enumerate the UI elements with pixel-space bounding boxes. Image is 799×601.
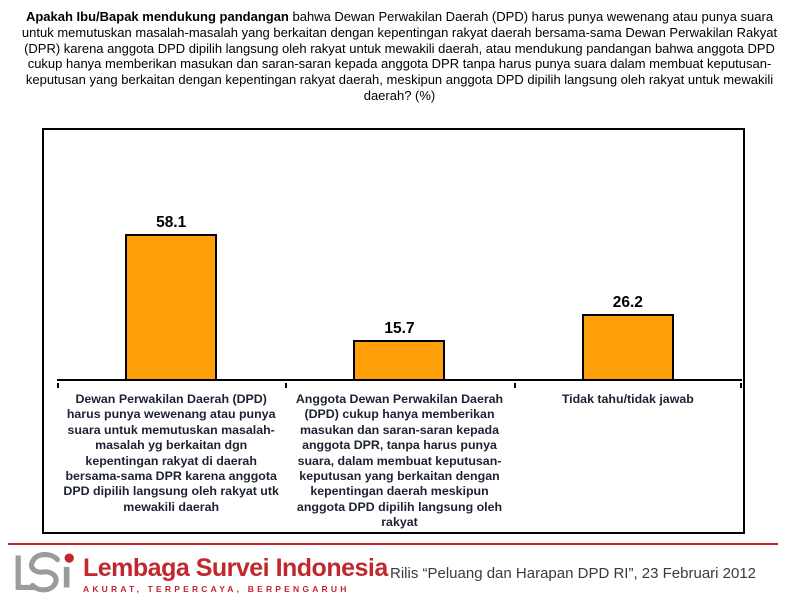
bar-value-label: 26.2 xyxy=(612,293,643,311)
axis-tick xyxy=(57,383,59,388)
lsi-logo: Lembaga Survei Indonesia AKURAT, TERPERC… xyxy=(12,550,388,594)
title-lead-bold: Apakah Ibu/Bapak mendukung pandangan xyxy=(25,9,289,24)
bar-column-2: 15.7 xyxy=(285,130,513,379)
bar-dpd-masukan: 15.7 xyxy=(353,320,446,379)
x-axis-ticks xyxy=(57,383,742,389)
footer-divider-line xyxy=(8,543,778,545)
bar-value-label: 15.7 xyxy=(384,319,415,337)
chart-frame: 58.1 15.7 26.2 Dewan Perwakilan Daerah (… xyxy=(42,128,745,534)
axis-tick xyxy=(285,383,288,388)
bar-tidak-tahu: 26.2 xyxy=(581,294,674,379)
category-label-2: Anggota Dewan Perwakilan Daerah (DPD) cu… xyxy=(295,392,504,530)
lsi-logo-mark-icon xyxy=(15,552,74,593)
bar-dpd-wewenang: 58.1 xyxy=(125,214,218,379)
plot-area: 58.1 15.7 26.2 xyxy=(57,130,742,381)
category-labels-row: Dewan Perwakilan Daerah (DPD) harus puny… xyxy=(57,385,742,531)
axis-tick xyxy=(513,383,516,388)
axis-tick xyxy=(740,383,742,388)
bar-value-label: 58.1 xyxy=(156,214,187,232)
page-title: Apakah Ibu/Bapak mendukung pandangan bah… xyxy=(20,9,779,104)
bar-column-3: 26.2 xyxy=(514,130,742,379)
bar-column-1: 58.1 xyxy=(57,130,285,379)
brand-tagline: AKURAT, TERPERCAYA, BERPENGARUH xyxy=(83,584,350,594)
release-note: Rilis “Peluang dan Harapan DPD RI”, 23 F… xyxy=(390,565,757,582)
lsi-logo-text: Lembaga Survei Indonesia AKURAT, TERPERC… xyxy=(83,550,388,595)
category-label-3: Tidak tahu/tidak jawab xyxy=(561,392,694,406)
brand-name: Lembaga Survei Indonesia xyxy=(83,554,388,582)
title-body: bahwa Dewan Perwakilan Daerah (DPD) haru… xyxy=(21,9,778,103)
category-label-1: Dewan Perwakilan Daerah (DPD) harus puny… xyxy=(63,392,279,514)
